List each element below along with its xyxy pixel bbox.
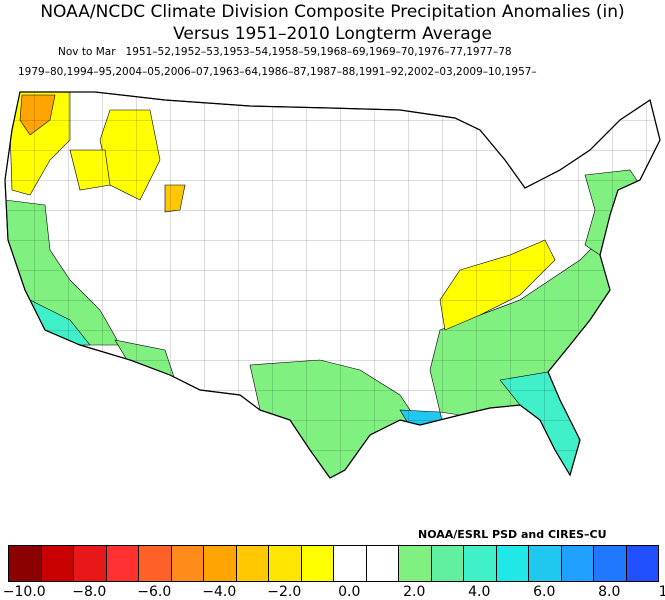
map-title: NOAA/NCDC Climate Division Composite Pre…: [40, 2, 625, 22]
colorbar-swatch: [528, 545, 562, 582]
colorbar-swatch: [138, 545, 172, 582]
colorbar-swatch: [398, 545, 432, 582]
colorbar-tick-label: −4.0: [202, 584, 237, 600]
colorbar-tick-label: 2.0: [403, 584, 426, 600]
colorbar-tick-label: −6.0: [137, 584, 172, 600]
colorbar-swatch: [365, 545, 399, 582]
colorbar-tick-label: 8.0: [598, 584, 621, 600]
colorbar-tick-label: 0.0: [338, 584, 361, 600]
colorbar-swatch: [430, 545, 464, 582]
colorbar-swatch: [268, 545, 302, 582]
years-list-1: 1951–52,1952–53,1953–54,1958–59,1968–69,…: [125, 46, 512, 58]
colorbar-swatch: [170, 545, 204, 582]
colorbar-tick-label: −2.0: [267, 584, 302, 600]
us-border: [4, 91, 661, 479]
colorbar-swatch: [300, 545, 334, 582]
data-source-credit: NOAA/ESRL PSD and CIRES–CU: [418, 528, 607, 541]
colorbar-swatch: [625, 545, 659, 582]
colorbar-swatch: [463, 545, 497, 582]
precipitation-anomaly-colorbar: [8, 545, 659, 583]
us-climate-division-map: [4, 91, 661, 479]
colorbar-swatch: [495, 545, 529, 582]
colorbar-swatch: [40, 545, 74, 582]
colorbar-swatch: [593, 545, 627, 582]
colorbar-swatch: [203, 545, 237, 582]
colorbar-tick-label: −8.0: [72, 584, 107, 600]
colorbar-swatch: [560, 545, 594, 582]
colorbar-swatch: [73, 545, 107, 582]
colorbar-tick-label: 10.0: [658, 584, 665, 600]
colorbar-swatch: [235, 545, 269, 582]
colorbar-tick-label: 4.0: [468, 584, 491, 600]
years-list-2: 1979–80,1994–95,2004–05,2006–07,1963–64,…: [18, 66, 537, 78]
climate-division-grid: [5, 92, 660, 478]
colorbar-swatch: [333, 545, 367, 582]
colorbar-tick-label: −10.0: [2, 584, 46, 600]
colorbar-swatch: [105, 545, 139, 582]
map-subtitle: Versus 1951–2010 Longterm Average: [173, 24, 492, 44]
colorbar-swatch: [8, 545, 42, 582]
colorbar-tick-label: 6.0: [533, 584, 556, 600]
season-label: Nov to Mar: [58, 46, 116, 58]
composite-years-line-1: Nov to Mar 1951–52,1952–53,1953–54,1958–…: [58, 46, 512, 58]
